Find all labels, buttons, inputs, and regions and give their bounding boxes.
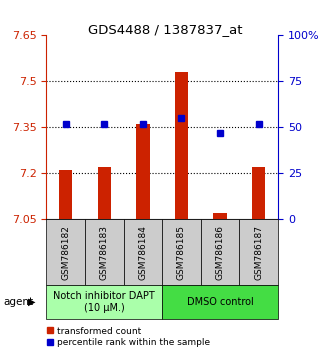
Bar	[85, 219, 123, 285]
Bar	[46, 219, 85, 285]
Text: GSM786183: GSM786183	[100, 225, 109, 280]
Bar	[46, 285, 162, 319]
Bar	[201, 219, 239, 285]
Bar	[252, 167, 265, 219]
Bar	[213, 213, 227, 219]
Bar	[98, 167, 111, 219]
Bar	[162, 219, 201, 285]
Bar	[123, 219, 162, 285]
Text: GSM786185: GSM786185	[177, 225, 186, 280]
Text: GSM786184: GSM786184	[138, 225, 147, 280]
Bar	[239, 219, 278, 285]
Text: GSM786182: GSM786182	[61, 225, 70, 280]
Bar	[136, 124, 150, 219]
Text: Notch inhibitor DAPT
(10 μM.): Notch inhibitor DAPT (10 μM.)	[53, 291, 155, 313]
Text: GSM786186: GSM786186	[215, 225, 225, 280]
Bar	[175, 72, 188, 219]
Text: GSM786187: GSM786187	[254, 225, 263, 280]
Bar	[59, 170, 72, 219]
Text: agent: agent	[3, 297, 33, 307]
Text: GDS4488 / 1387837_at: GDS4488 / 1387837_at	[88, 23, 243, 36]
Legend: transformed count, percentile rank within the sample: transformed count, percentile rank withi…	[48, 327, 210, 347]
Text: DMSO control: DMSO control	[187, 297, 254, 307]
Text: ▶: ▶	[28, 297, 36, 307]
Bar	[162, 285, 278, 319]
